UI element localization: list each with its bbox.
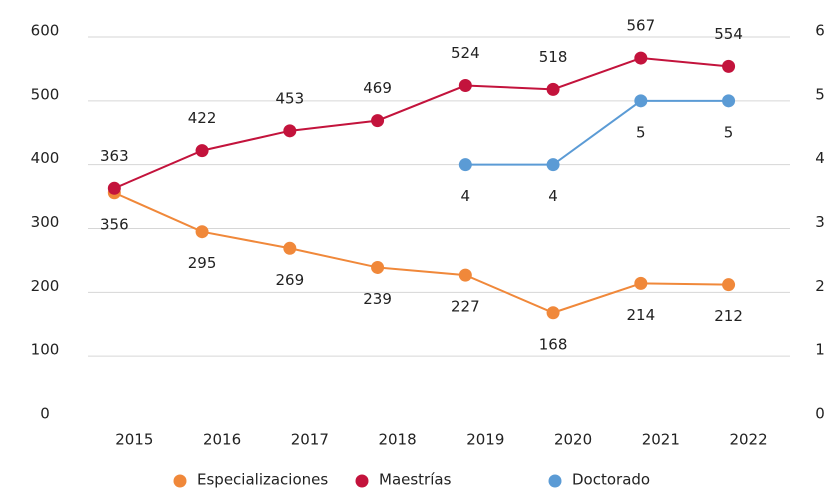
data-label: 269 <box>276 271 305 289</box>
y-tick-label: 500 <box>31 85 60 103</box>
data-label: 422 <box>188 109 217 127</box>
y2-tick-label: 1 <box>815 341 825 359</box>
data-label: 212 <box>714 307 743 325</box>
y2-tick-label: 2 <box>815 277 825 295</box>
y2-tick-label: 6 <box>815 22 825 40</box>
y-tick-label: 400 <box>31 149 60 167</box>
legend-marker <box>173 474 187 488</box>
data-label: 239 <box>363 290 392 308</box>
legend-label: Maestrías <box>379 471 452 489</box>
data-label: 524 <box>451 44 480 62</box>
legend-marker <box>355 474 369 488</box>
y2-tick-label: 3 <box>815 213 825 231</box>
data-label: 4 <box>461 187 471 205</box>
data-point <box>371 260 385 274</box>
data-label: 363 <box>100 147 129 165</box>
data-point <box>546 158 560 172</box>
legend-label: Doctorado <box>572 471 650 489</box>
data-point <box>458 79 472 93</box>
y2-tick-label: 0 <box>815 405 825 423</box>
x-tick-label: 2020 <box>554 431 592 449</box>
y-tick-label: 100 <box>31 341 60 359</box>
data-point <box>283 241 297 255</box>
x-tick-label: 2016 <box>203 431 241 449</box>
data-label: 567 <box>627 17 656 35</box>
series-line <box>113 191 729 314</box>
series-line <box>465 99 729 166</box>
legend-marker <box>548 474 562 488</box>
data-label: 227 <box>451 298 480 316</box>
data-label: 214 <box>627 306 656 324</box>
y-tick-label: 200 <box>31 277 60 295</box>
data-point <box>634 276 648 290</box>
x-tick-label: 2022 <box>729 431 767 449</box>
y-tick-label: 0 <box>40 405 50 423</box>
data-point <box>195 225 209 239</box>
y2-tick-label: 5 <box>815 85 825 103</box>
data-point <box>722 278 736 292</box>
x-tick-label: 2015 <box>115 431 153 449</box>
data-point <box>458 268 472 282</box>
data-label: 5 <box>636 123 646 141</box>
data-label: 356 <box>100 215 129 233</box>
data-label: 4 <box>548 187 558 205</box>
data-point <box>722 59 736 73</box>
x-tick-label: 2019 <box>466 431 504 449</box>
data-point <box>283 124 297 138</box>
y2-tick-label: 4 <box>815 149 825 167</box>
data-point <box>546 82 560 96</box>
data-label: 469 <box>363 79 392 97</box>
data-point <box>634 94 648 108</box>
data-label: 168 <box>539 335 568 353</box>
legend-label: Especializaciones <box>197 471 328 489</box>
series-line <box>113 57 729 190</box>
data-point <box>371 114 385 128</box>
y-tick-label: 300 <box>31 213 60 231</box>
x-tick-label: 2017 <box>291 431 329 449</box>
data-point <box>195 144 209 158</box>
data-point <box>634 51 648 65</box>
x-tick-label: 2018 <box>378 431 416 449</box>
data-point <box>107 181 121 195</box>
data-label: 5 <box>724 123 734 141</box>
data-label: 295 <box>188 254 217 272</box>
y-tick-label: 600 <box>31 22 60 40</box>
data-point <box>458 158 472 172</box>
data-label: 518 <box>539 48 568 66</box>
x-tick-label: 2021 <box>642 431 680 449</box>
data-point <box>546 306 560 320</box>
data-point <box>722 94 736 108</box>
data-label: 554 <box>714 25 743 43</box>
data-label: 453 <box>276 89 305 107</box>
